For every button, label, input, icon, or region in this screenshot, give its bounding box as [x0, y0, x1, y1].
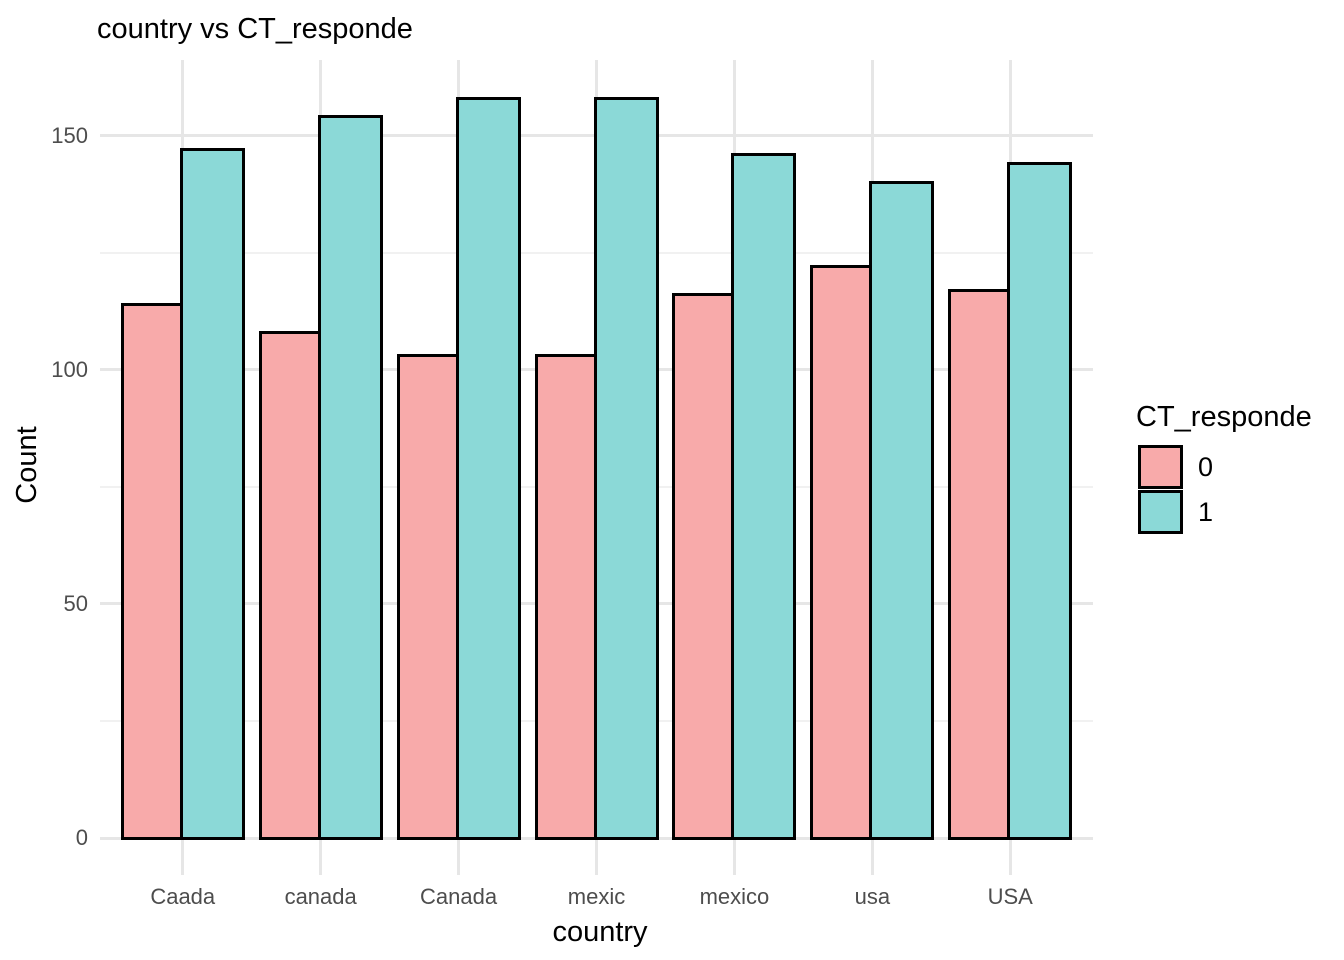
bar-mexic-1: [593, 96, 659, 840]
bar-mexic-0: [534, 354, 597, 840]
legend-title: CT_responde: [1136, 401, 1312, 433]
y-tick-label: 0: [75, 825, 88, 850]
legend-key-swatch-1: [1138, 490, 1183, 534]
y-tick-label: 50: [63, 590, 88, 616]
legend-key-label-1: 1: [1198, 497, 1214, 527]
x-tick-label: usa: [854, 884, 891, 909]
y-axis-title: Count: [11, 426, 43, 504]
x-tick-label: Canada: [420, 884, 498, 909]
x-tick-label: mexic: [567, 884, 626, 909]
x-tick-label: USA: [987, 884, 1033, 909]
bar-canada-1: [317, 115, 383, 840]
legend-key-swatch-0: [1138, 445, 1183, 489]
bar-mexico-1: [731, 152, 797, 840]
y-tick-label: 100: [51, 356, 88, 382]
bar-mexico-0: [672, 293, 735, 840]
bar-Caada-0: [120, 302, 183, 840]
bar-usa-1: [869, 180, 935, 840]
bar-canada-0: [258, 330, 321, 840]
bar-USA-0: [948, 288, 1011, 840]
bar-Canada-1: [455, 96, 521, 840]
bar-USA-1: [1007, 162, 1073, 840]
chart-title: country vs CT_responde: [97, 13, 413, 45]
bar-usa-0: [810, 265, 873, 840]
x-tick-label: Caada: [150, 884, 216, 909]
legend-key-label-0: 0: [1198, 452, 1214, 482]
x-tick-label: mexico: [699, 884, 770, 909]
x-axis-title: country: [552, 916, 648, 948]
bar-Caada-1: [179, 148, 245, 840]
y-tick-label: 150: [51, 122, 88, 148]
x-tick-label: canada: [284, 884, 357, 909]
bar-Canada-0: [396, 354, 459, 840]
